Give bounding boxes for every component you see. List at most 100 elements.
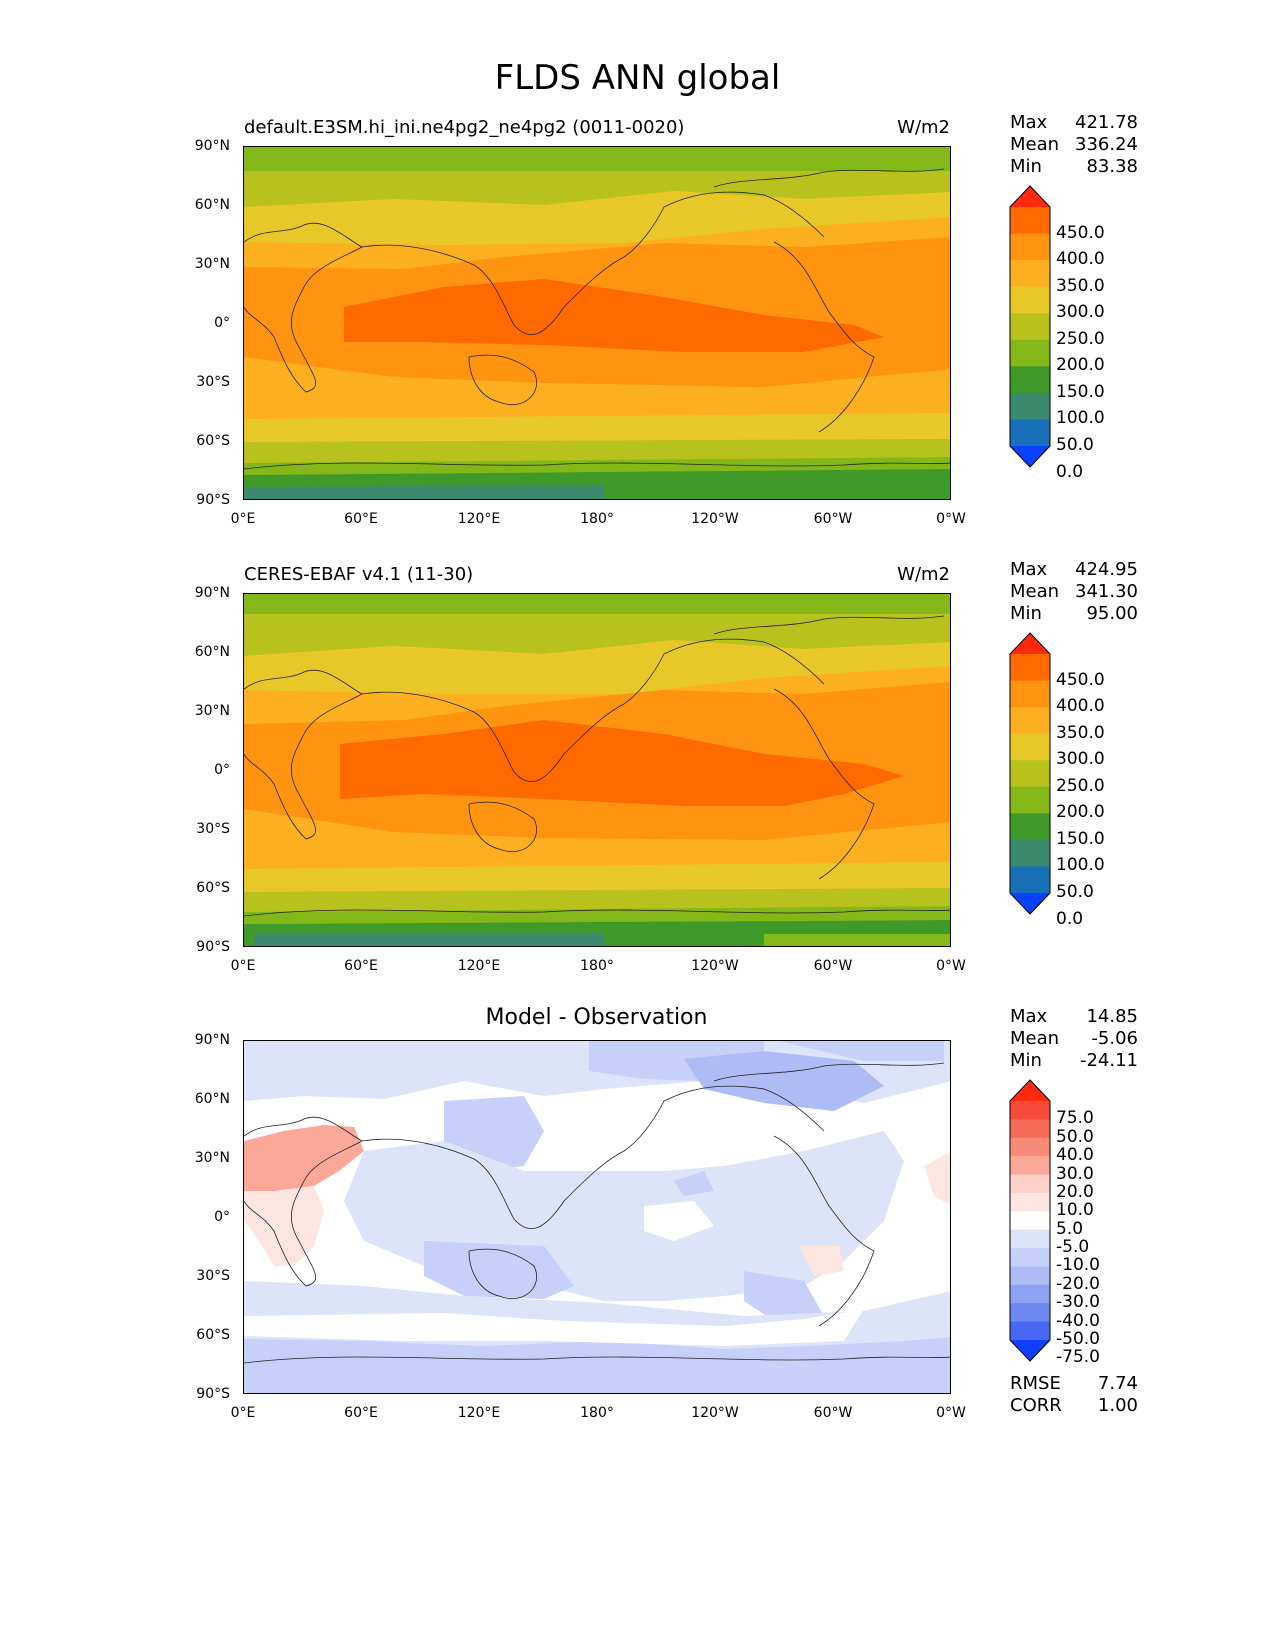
colorbar-extend-max (1010, 186, 1050, 207)
colorbar-tick-label: -20.0 (1056, 1273, 1100, 1294)
colorbar-tick-label: -10.0 (1056, 1255, 1100, 1276)
p1-ytick-4: 30°S (196, 374, 230, 390)
stat-key: Max (1010, 1006, 1048, 1027)
stat-key: Mean (1010, 1028, 1060, 1049)
p3-xtick-2: 120°E (457, 1405, 501, 1421)
stat-key: Max (1010, 559, 1048, 580)
p3-ytick-4: 30°S (196, 1268, 230, 1284)
colorbar-tick-label: 150.0 (1056, 381, 1105, 402)
colorbar-segment (1010, 207, 1050, 235)
stat-value: 14.85 (1086, 1006, 1138, 1027)
colorbar-tick-label: 30.0 (1056, 1163, 1094, 1184)
panel3-colorbar (1009, 1079, 1051, 1362)
p3-xtick-5: 60°W (813, 1405, 853, 1421)
colorbar-extend-min (1010, 1340, 1050, 1361)
colorbar-tick-label: 400.0 (1056, 249, 1105, 270)
colorbar-tick-label: 300.0 (1056, 302, 1105, 323)
stat-key: Min (1010, 1050, 1042, 1071)
stat-key: Min (1010, 156, 1042, 177)
p2-xtick-1: 60°E (344, 958, 378, 974)
stat-value: 1.00 (1097, 1395, 1138, 1416)
colorbar-extend-max (1010, 1080, 1050, 1101)
colorbar-segment (1010, 1303, 1050, 1323)
p1-xtick-3: 180° (580, 511, 614, 527)
p1-ytick-5: 60°S (196, 433, 230, 449)
p3-ytick-6: 90°S (196, 1386, 230, 1402)
colorbar-tick-label: 10.0 (1056, 1200, 1094, 1221)
colorbar-segment (1010, 760, 1050, 788)
panel3-map (243, 1040, 951, 1394)
colorbar-tick-label: 250.0 (1056, 328, 1105, 349)
colorbar-tick-label: -5.0 (1056, 1237, 1090, 1258)
colorbar-segment (1010, 839, 1050, 867)
p3-xtick-4: 120°W (691, 1405, 739, 1421)
stat-key: Max (1010, 112, 1048, 133)
p2-xtick-4: 120°W (691, 958, 739, 974)
panel1-map (243, 146, 951, 500)
stat-value: 421.78 (1075, 112, 1138, 133)
colorbar-segment (1010, 707, 1050, 735)
panel3-stats: Max 14.85 Mean -5.06 Min -24.11 (1010, 1006, 1138, 1072)
stat-key: Mean (1010, 134, 1060, 155)
p3-ytick-5: 60°S (196, 1327, 230, 1343)
stat-key: Mean (1010, 581, 1060, 602)
colorbar-tick-label: -50.0 (1056, 1329, 1100, 1349)
stat-value: 83.38 (1086, 156, 1138, 177)
colorbar-segment (1010, 786, 1050, 814)
colorbar-tick-label: 450.0 (1056, 669, 1105, 690)
colorbar-extend-max (1010, 633, 1050, 654)
panel2-colorbar (1009, 632, 1051, 915)
colorbar-segment (1010, 654, 1050, 682)
colorbar-tick-label: 350.0 (1056, 275, 1105, 296)
colorbar-extend-min (1010, 446, 1050, 467)
p1-ytick-6: 90°S (196, 492, 230, 508)
p1-xtick-4: 120°W (691, 511, 739, 527)
colorbar-segment (1010, 1248, 1050, 1267)
colorbar-segment (1010, 1266, 1050, 1286)
colorbar-segment (1010, 260, 1050, 288)
colorbar-tick-label: 150.0 (1056, 828, 1105, 849)
panel1-stats: Max 421.78 Mean 336.24 Min 83.38 (1010, 112, 1138, 178)
colorbar-tick-label: 50.0 (1056, 1126, 1094, 1147)
colorbar-segment (1010, 1101, 1050, 1120)
colorbar-tick-label: 350.0 (1056, 722, 1105, 743)
colorbar-tick-label: 300.0 (1056, 749, 1105, 770)
colorbar-tick-label: -40.0 (1056, 1310, 1100, 1331)
colorbar-tick-label: 100.0 (1056, 855, 1105, 876)
panel2-units: W/m2 (897, 564, 950, 585)
p3-xtick-1: 60°E (344, 1405, 378, 1421)
colorbar-segment (1010, 392, 1050, 420)
p2-ytick-4: 30°S (196, 821, 230, 837)
colorbar-segment (1010, 233, 1050, 261)
colorbar-segment (1010, 366, 1050, 394)
p1-xtick-1: 60°E (344, 511, 378, 527)
figure-title: FLDS ANN global (494, 58, 781, 98)
colorbar-segment (1010, 1156, 1050, 1176)
panel2-stats: Max 424.95 Mean 341.30 Min 95.00 (1010, 559, 1138, 625)
colorbar-tick-label: 200.0 (1056, 355, 1105, 376)
p2-ytick-6: 90°S (196, 939, 230, 955)
panel2-label: CERES-EBAF v4.1 (11-30) (244, 564, 474, 585)
p3-xtick-6: 0°W (936, 1405, 966, 1421)
p1-ytick-1: 60°N (194, 197, 230, 213)
colorbar-segment (1010, 1137, 1050, 1157)
p3-xtick-0: 0°E (230, 1405, 256, 1421)
colorbar-tick-label: -75.0 (1056, 1347, 1100, 1368)
p1-xtick-2: 120°E (457, 511, 501, 527)
p1-ytick-0: 90°N (194, 138, 230, 154)
colorbar-tick-label: 200.0 (1056, 802, 1105, 823)
colorbar-tick-label: 5.0 (1056, 1218, 1084, 1239)
colorbar-segment (1010, 1284, 1050, 1304)
p2-ytick-1: 60°N (194, 644, 230, 660)
colorbar-tick-label: -30.0 (1056, 1292, 1100, 1313)
p2-ytick-3: 0° (214, 762, 230, 778)
p3-ytick-2: 30°N (194, 1150, 230, 1166)
p1-xtick-5: 60°W (813, 511, 853, 527)
colorbar-segment (1010, 286, 1050, 314)
p2-ytick-5: 60°S (196, 880, 230, 896)
p1-xtick-6: 0°W (936, 511, 966, 527)
p2-ytick-2: 30°N (194, 703, 230, 719)
colorbar-extend-min (1010, 893, 1050, 914)
colorbar-segment (1010, 1119, 1050, 1139)
p2-xtick-3: 180° (580, 958, 614, 974)
